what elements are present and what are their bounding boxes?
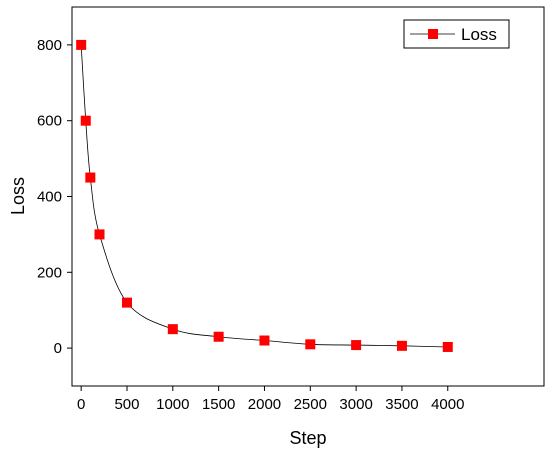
- x-tick-label: 2500: [294, 396, 327, 413]
- x-tick-label: 4000: [431, 396, 464, 413]
- x-tick-label: 2000: [248, 396, 281, 413]
- data-point-marker: [121, 297, 132, 308]
- x-tick-label: 0: [77, 396, 85, 413]
- legend: Loss: [403, 19, 510, 49]
- data-point-marker: [167, 324, 178, 335]
- y-axis-ticks: 0 200 400 600 800: [37, 37, 72, 357]
- x-tick-label: 500: [114, 396, 139, 413]
- legend-marker-sample: [428, 29, 438, 39]
- y-tick-label: 600: [37, 113, 62, 130]
- x-axis-title: Step: [289, 428, 326, 448]
- loss-series-line: [80, 44, 448, 348]
- plot-frame: [71, 6, 545, 387]
- data-point-marker: [76, 39, 87, 50]
- y-tick-label: 0: [54, 340, 62, 357]
- x-tick-label: 1000: [156, 396, 189, 413]
- legend-label: Loss: [461, 25, 497, 44]
- data-point-marker: [305, 339, 316, 350]
- data-point-marker: [80, 115, 91, 126]
- y-tick-label: 200: [37, 264, 62, 281]
- loss-series-markers: [76, 39, 453, 352]
- y-axis-title: Loss: [8, 177, 28, 215]
- data-point-marker: [396, 340, 407, 351]
- data-point-marker: [351, 340, 362, 351]
- x-tick-label: 1500: [202, 396, 235, 413]
- y-tick-label: 400: [37, 189, 62, 206]
- data-point-marker: [442, 341, 453, 352]
- data-point-marker: [213, 331, 224, 342]
- x-axis-ticks: 0 500 1000 1500 2000 2500 3000 3500 4000: [77, 386, 464, 413]
- y-tick-label: 800: [37, 37, 62, 54]
- x-tick-label: 3500: [385, 396, 418, 413]
- data-point-marker: [259, 335, 270, 346]
- data-point-marker: [85, 172, 96, 183]
- x-tick-label: 3000: [339, 396, 372, 413]
- data-point-marker: [94, 229, 105, 240]
